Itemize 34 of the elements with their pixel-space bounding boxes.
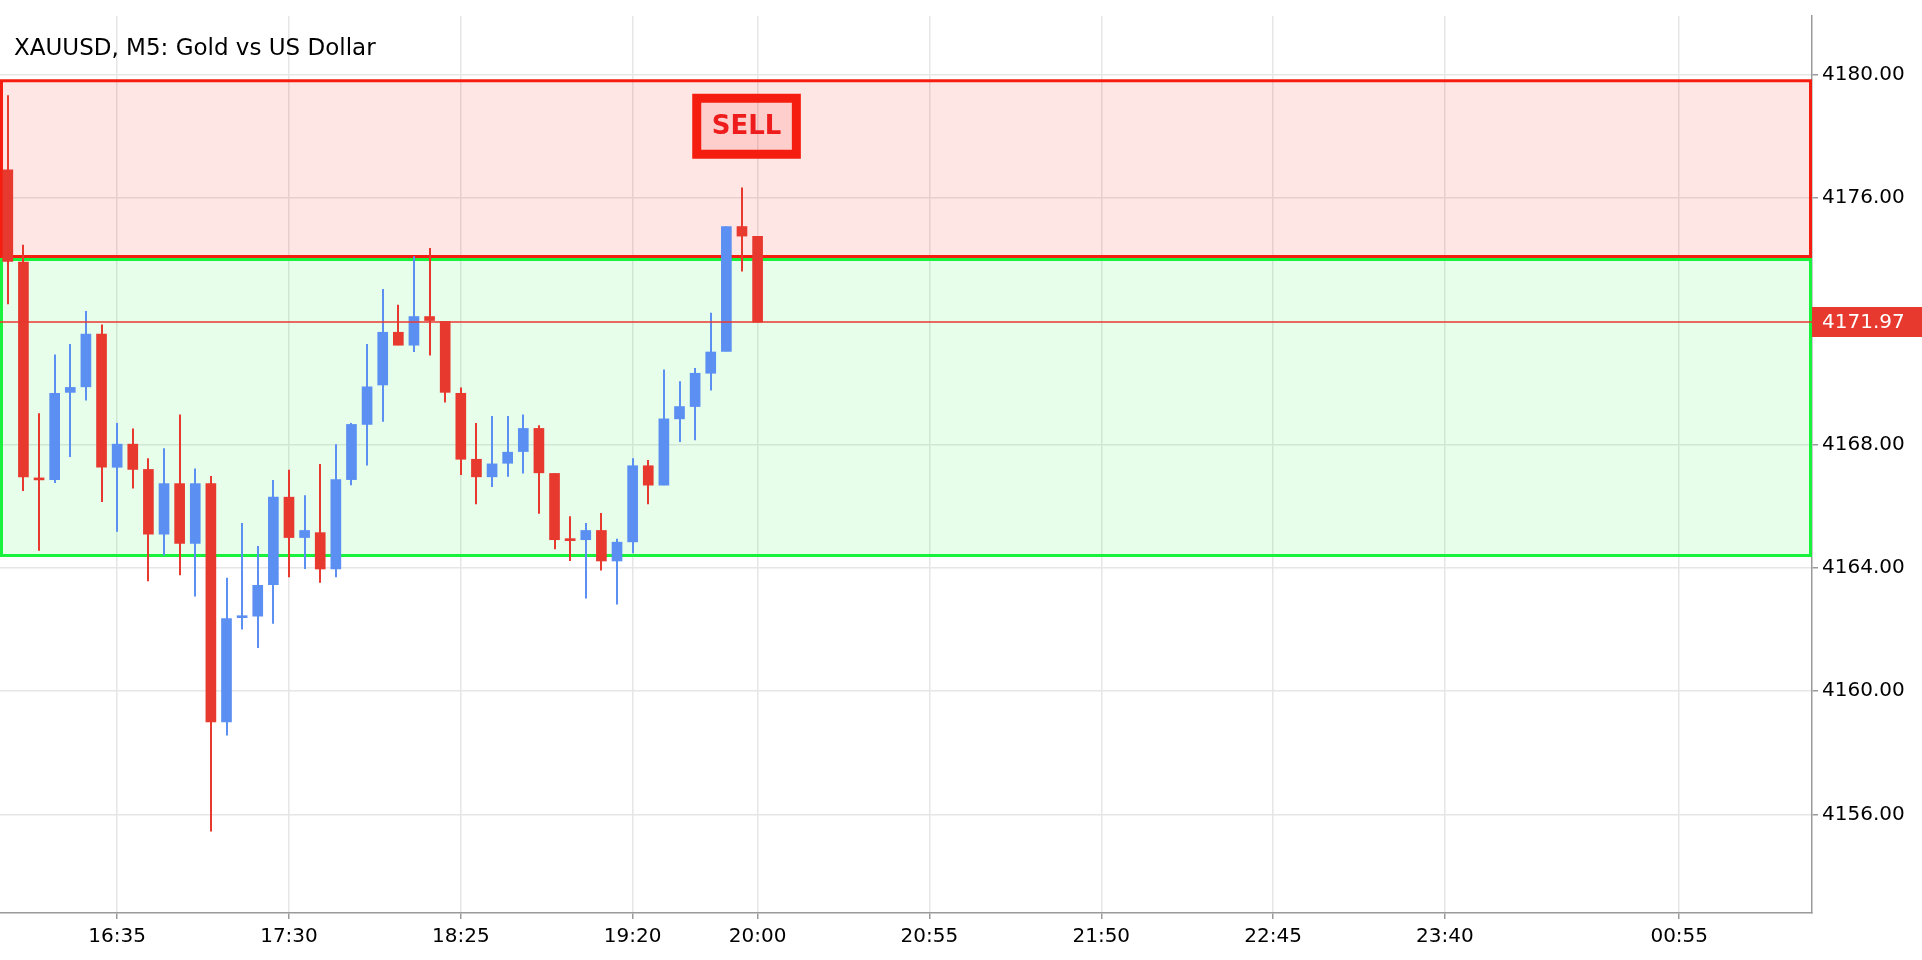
candlestick bbox=[486, 415, 498, 488]
candlestick bbox=[502, 415, 513, 478]
y-tick-label: 4180.00 bbox=[1822, 60, 1905, 85]
x-tick-label: 18:25 bbox=[431, 923, 490, 948]
candlestick bbox=[236, 522, 248, 631]
candlestick bbox=[705, 311, 717, 392]
candlestick bbox=[64, 342, 76, 459]
x-tick-label: 19:20 bbox=[603, 923, 662, 948]
candlestick bbox=[517, 413, 529, 475]
candlestick bbox=[580, 522, 592, 600]
x-tick-label: 16:35 bbox=[88, 923, 146, 948]
candlestick bbox=[736, 186, 748, 273]
y-tick-label: 4176.00 bbox=[1822, 184, 1905, 209]
y-tick-label: 4168.00 bbox=[1822, 430, 1905, 455]
x-tick-label: 20:00 bbox=[728, 923, 787, 948]
ref-line-label: 4171.97 bbox=[1822, 309, 1905, 334]
x-tick-label: 00:55 bbox=[1650, 923, 1709, 948]
y-tick-label: 4160.00 bbox=[1822, 677, 1905, 702]
y-tick-label: 4156.00 bbox=[1822, 800, 1905, 825]
candlestick bbox=[564, 515, 576, 562]
candlestick bbox=[611, 537, 623, 606]
annotation: SELL bbox=[711, 110, 782, 141]
y-tick-label: 4164.00 bbox=[1822, 553, 1905, 578]
candlestick bbox=[471, 421, 482, 506]
x-tick-label: 23:40 bbox=[1416, 923, 1474, 948]
candlestick bbox=[642, 458, 654, 506]
x-tick-label: 22:45 bbox=[1244, 923, 1302, 948]
candlestick bbox=[674, 380, 685, 443]
x-tick-label: 17:30 bbox=[260, 923, 318, 948]
x-tick-label: 20:55 bbox=[900, 923, 959, 948]
candlestick bbox=[111, 421, 123, 533]
candlestick bbox=[299, 494, 310, 570]
text: XAUUSD, M5: Gold vs US Dollar bbox=[14, 33, 377, 60]
x-tick-label: 21:50 bbox=[1072, 923, 1131, 948]
